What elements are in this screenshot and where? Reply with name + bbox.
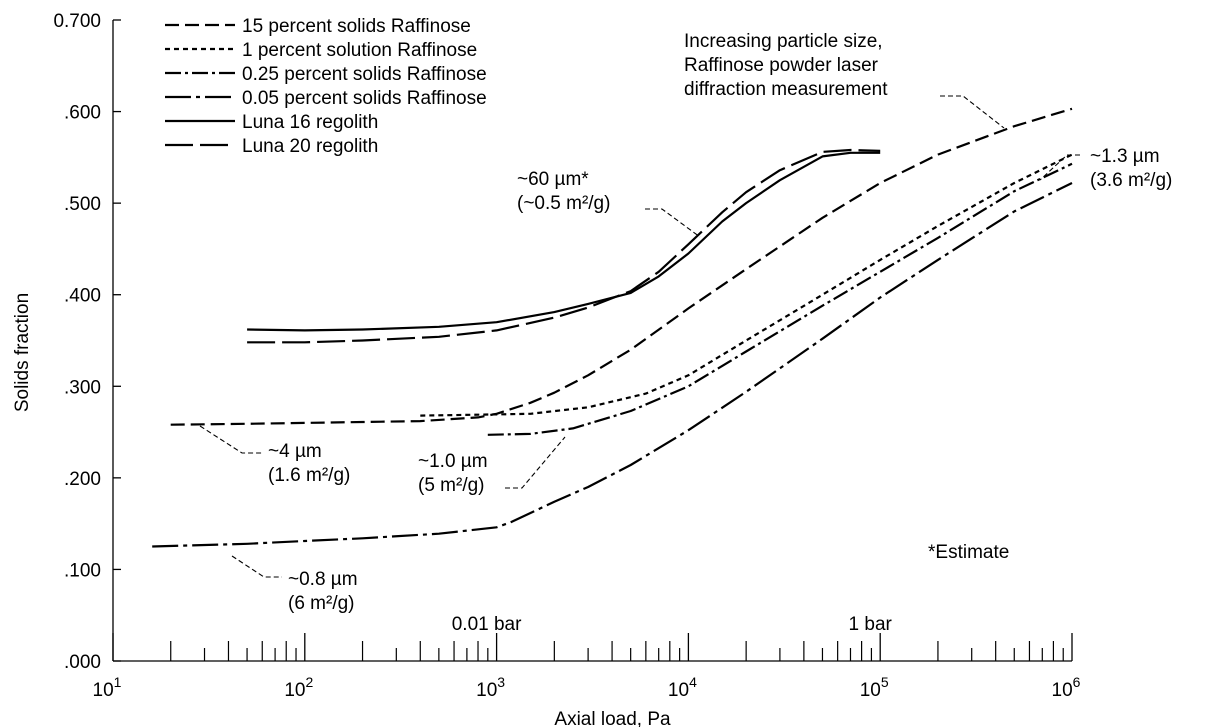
x-tick-exponent: 1: [114, 674, 122, 690]
x-tick-base: 10: [860, 680, 881, 701]
x-tick-exponent: 6: [1073, 674, 1081, 690]
y-tick-label: .500: [64, 194, 101, 215]
legend-label-3: 0.25 percent solids Raffinose: [242, 64, 487, 85]
ann-1-0um: ~1.0 µm (5 m²/g): [418, 436, 566, 496]
legend-label-1: 15 percent solids Raffinose: [242, 16, 471, 37]
y-tick-label: .400: [64, 286, 101, 307]
series-line-3: [487, 162, 1073, 436]
pressure-mark-label: 0.01 bar: [452, 614, 522, 635]
y-tick-label: .600: [64, 103, 101, 124]
ann-increasing-line-1: Increasing particle size,: [684, 31, 883, 52]
y-tick-label: .000: [64, 652, 101, 673]
ann-increasing-line-3: diffraction measurement: [684, 79, 888, 100]
ann-0-8um-line-2: (6 m²/g): [288, 593, 355, 614]
ann-60um-line-2: (~0.5 m²/g): [517, 193, 610, 214]
x-tick-base: 10: [1052, 680, 1073, 701]
series-line-1: [170, 107, 1073, 426]
legend-label-2: 1 percent solution Raffinose: [242, 40, 477, 61]
ann-estimate: *Estimate: [928, 542, 1009, 563]
y-axis-title: Solids fraction: [12, 293, 33, 412]
y-tick-label: .200: [64, 469, 101, 490]
ann-4um-line-2: (1.6 m²/g): [268, 465, 350, 486]
legend: 15 percent solids Raffinose 1 percent sol…: [165, 16, 487, 157]
ann-60um: ~60 µm* (~0.5 m²/g): [517, 169, 701, 238]
x-tick-label: 104: [668, 674, 697, 701]
x-tick-label: 105: [860, 674, 889, 701]
ann-0-8um-leader: [231, 555, 282, 578]
x-tick-label: 102: [284, 674, 313, 701]
ann-increasing: Increasing particle size, Raffinose powde…: [684, 31, 1005, 129]
legend-label-4: 0.05 percent solids Raffinose: [242, 88, 487, 109]
ann-1-3um-line-2: (3.6 m²/g): [1090, 170, 1172, 191]
series-line-4: [152, 182, 1073, 548]
ann-1-0um-line-2: (5 m²/g): [418, 475, 485, 496]
legend-label-5: Luna 16 regolith: [242, 112, 378, 133]
ann-increasing-line-2: Raffinose powder laser: [684, 55, 879, 76]
ann-estimate-line-1: *Estimate: [928, 542, 1009, 563]
ann-1-0um-leader: [505, 436, 566, 489]
annotations: Increasing particle size, Raffinose powde…: [199, 31, 1172, 614]
series-line-2: [420, 153, 1073, 417]
ann-1-0um-line-1: ~1.0 µm: [418, 451, 488, 472]
series-line-6: [247, 148, 881, 344]
x-tick-base: 10: [668, 680, 689, 701]
x-tick-label: 101: [93, 674, 122, 701]
x-tick-exponent: 5: [881, 674, 889, 690]
y-tick-label: .100: [64, 560, 101, 581]
ann-60um-leader: [645, 208, 701, 238]
ann-4um-line-1: ~4 µm: [268, 441, 322, 462]
series-line-5: [247, 151, 881, 332]
x-tick-base: 10: [284, 680, 305, 701]
ann-increasing-leader: [940, 95, 1005, 129]
legend-label-6: Luna 20 regolith: [242, 136, 378, 157]
x-tick-exponent: 3: [497, 674, 505, 690]
ann-4um: ~4 µm (1.6 m²/g): [199, 425, 350, 486]
ann-0-8um-line-1: ~0.8 µm: [288, 569, 358, 590]
x-tick-label: 106: [1052, 674, 1081, 701]
x-tick-exponent: 4: [689, 674, 697, 690]
y-tick-label: .300: [64, 377, 101, 398]
x-tick-base: 10: [476, 680, 497, 701]
ann-60um-line-1: ~60 µm*: [517, 169, 589, 190]
x-tick-label: 103: [476, 674, 505, 701]
ann-1-3um: ~1.3 µm (3.6 m²/g): [1039, 146, 1172, 191]
ann-1-3um-leader: [1039, 154, 1080, 181]
pressure-mark-label: 1 bar: [849, 614, 893, 635]
series-layer: [152, 107, 1073, 548]
ann-0-8um: ~0.8 µm (6 m²/g): [231, 555, 358, 614]
ann-4um-leader: [199, 425, 262, 454]
x-axis-title: Axial load, Pa: [554, 709, 671, 727]
ann-1-3um-line-1: ~1.3 µm: [1090, 146, 1160, 167]
x-tick-exponent: 2: [305, 674, 313, 690]
y-tick-label: 0.700: [53, 11, 101, 32]
x-tick-base: 10: [93, 680, 114, 701]
